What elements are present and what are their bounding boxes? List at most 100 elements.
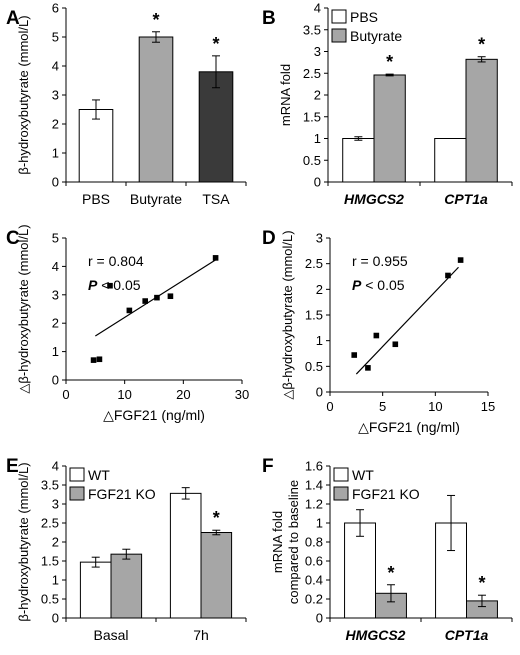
x-tick-label: 20 bbox=[176, 387, 190, 402]
chart-a: 0 1 2 3 4 5 6 PBS Butyrate TSA * * β-hydroxybutyrate… bbox=[16, 1, 247, 207]
panel-b: B bbox=[262, 8, 276, 29]
x-tick-label: 30 bbox=[235, 387, 249, 402]
x-tick-label: 0 bbox=[62, 387, 69, 402]
y-tick-label: 0 bbox=[316, 611, 323, 626]
y-tick-label: 0.5 bbox=[303, 153, 321, 168]
panel-c: C bbox=[6, 228, 20, 249]
data-point bbox=[142, 298, 148, 304]
significance-star: * bbox=[213, 508, 220, 528]
category-label: PBS bbox=[82, 191, 110, 207]
p-annotation: P < 0.05 bbox=[88, 277, 141, 293]
x-axis-title: △FGF21 (ng/ml) bbox=[103, 407, 205, 423]
legend-label: FGF21 KO bbox=[352, 486, 420, 502]
panel-letter-d: D bbox=[262, 228, 276, 249]
y-tick-label: 1.4 bbox=[305, 478, 323, 493]
bar bbox=[110, 553, 143, 619]
panel-letter-c: C bbox=[6, 228, 20, 249]
y-tick-label: 2.5 bbox=[303, 66, 321, 81]
y-tick-label: 0.8 bbox=[305, 535, 323, 550]
y-tick-label: 1.5 bbox=[41, 554, 59, 569]
y-tick-label: 1.2 bbox=[305, 497, 323, 512]
significance-star: * bbox=[478, 573, 485, 593]
r-annotation: r = 0.955 bbox=[352, 253, 408, 269]
y-tick-label: 1 bbox=[314, 131, 321, 146]
chart-f: 0 0.2 0.4 0.6 0.8 1 1.2 1.4 1.6 HMGCS2 CPT1a * * WT FG… bbox=[270, 459, 513, 643]
x-tick-label: 0 bbox=[326, 399, 333, 414]
bar bbox=[169, 492, 202, 619]
p-value: < 0.05 bbox=[361, 277, 404, 293]
bar bbox=[344, 522, 376, 619]
legend-label: WT bbox=[352, 467, 374, 483]
legend-label: Butyrate bbox=[350, 28, 402, 44]
y-axis-title: compared to baseline bbox=[286, 480, 301, 604]
y-axis-title: △β-hydroxybutyrate (mmol/L) bbox=[280, 230, 295, 399]
chart-c: 0 1 2 3 4 5 0 10 20 30 r = 0.804 P < 0.05 △FGF21 (ng… bbox=[16, 224, 249, 423]
panel-e: E bbox=[6, 456, 19, 477]
legend-label: PBS bbox=[350, 9, 378, 25]
bar bbox=[342, 138, 375, 183]
trend-line bbox=[95, 259, 216, 337]
y-axis-title: △β-hydroxybutyrate (mmol/L) bbox=[16, 224, 31, 393]
y-tick-label: 0 bbox=[52, 175, 59, 190]
y-tick-label: 0 bbox=[52, 373, 59, 388]
y-tick-label: 6 bbox=[52, 1, 59, 16]
legend-label: FGF21 KO bbox=[88, 486, 156, 502]
data-point bbox=[96, 356, 103, 363]
y-tick-label: 0.2 bbox=[305, 592, 323, 607]
bar bbox=[198, 71, 234, 183]
y-tick-label: 2 bbox=[52, 316, 59, 331]
data-point bbox=[351, 352, 358, 358]
category-label: HMGCS2 bbox=[344, 191, 404, 207]
data-point bbox=[167, 293, 174, 300]
data-point bbox=[212, 255, 219, 261]
y-tick-label: 2 bbox=[52, 535, 59, 550]
legend-swatch bbox=[333, 486, 349, 501]
data-point bbox=[445, 272, 451, 279]
y-tick-label: 4 bbox=[52, 459, 59, 474]
significance-star: * bbox=[478, 35, 485, 55]
bar bbox=[200, 532, 233, 619]
y-tick-label: 1.6 bbox=[305, 459, 323, 474]
y-tick-label: 2 bbox=[314, 88, 321, 103]
panel-letter-f: F bbox=[262, 456, 274, 477]
y-axis-title: β-hydroxybutyrate (mmol/L) bbox=[16, 462, 31, 621]
chart-d: 0 0.5 1 1.5 2 2.5 3 0 5 10 15 r = 0.955 P < 0.05 △FGF… bbox=[280, 230, 495, 435]
category-label: 7h bbox=[193, 627, 209, 643]
y-tick-label: 0.5 bbox=[305, 359, 323, 374]
category-label: HMGCS2 bbox=[346, 627, 406, 643]
category-label: CPT1a bbox=[445, 627, 489, 643]
y-axis-title: mRNA fold bbox=[270, 511, 285, 573]
y-tick-label: 1.5 bbox=[303, 109, 321, 124]
x-tick-label: 5 bbox=[379, 399, 386, 414]
y-tick-label: 5 bbox=[52, 231, 59, 246]
y-tick-label: 1 bbox=[52, 344, 59, 359]
y-tick-label: 3 bbox=[52, 287, 59, 302]
y-tick-label: 0 bbox=[52, 611, 59, 626]
y-tick-label: 3.5 bbox=[303, 22, 321, 37]
p-annotation: P < 0.05 bbox=[352, 277, 405, 293]
y-tick-label: 2.5 bbox=[41, 516, 59, 531]
significance-star: * bbox=[152, 10, 159, 30]
bar bbox=[373, 74, 406, 183]
x-tick-label: 10 bbox=[117, 387, 131, 402]
y-tick-label: 3 bbox=[316, 231, 323, 246]
p-symbol: P bbox=[88, 277, 98, 293]
data-point bbox=[107, 282, 113, 289]
chart-b: 0 0.5 1 1.5 2 2.5 3 3.5 4 HMGCS2 CPT1a * * PBS Butyrat… bbox=[278, 1, 513, 207]
y-tick-label: 3.5 bbox=[41, 478, 59, 493]
panel-d: D bbox=[262, 228, 276, 249]
legend-swatch bbox=[333, 467, 349, 482]
legend-swatch bbox=[69, 486, 85, 501]
y-tick-label: 1 bbox=[52, 146, 59, 161]
y-tick-label: 4 bbox=[314, 1, 321, 16]
bar bbox=[78, 109, 114, 183]
category-label: Basal bbox=[93, 627, 128, 643]
data-point bbox=[373, 332, 380, 339]
legend-swatch bbox=[331, 28, 347, 43]
data-point bbox=[457, 257, 464, 263]
panel-a: A bbox=[6, 8, 20, 29]
data-point bbox=[392, 341, 399, 348]
y-tick-label: 4 bbox=[52, 259, 59, 274]
y-tick-label: 1 bbox=[316, 516, 323, 531]
